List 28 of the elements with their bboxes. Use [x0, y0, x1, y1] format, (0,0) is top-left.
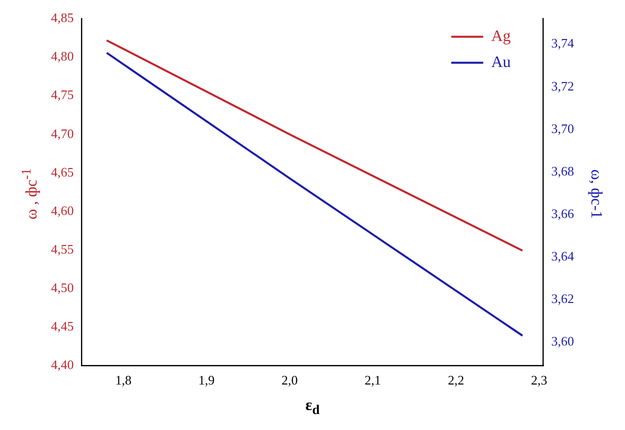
y-tick-label: 4,40	[51, 356, 74, 372]
y-tick-label: 4,85	[51, 10, 74, 26]
y-tick-label: 4,65	[51, 164, 74, 180]
y2-tick-label: 3,68	[551, 163, 574, 178]
y-tick-label: 4,50	[51, 280, 74, 295]
legend-label: Ag	[491, 28, 511, 46]
y2-tick-label: 3,72	[551, 78, 574, 94]
x-tick-label: 1,9	[198, 372, 215, 388]
legend-label: Au	[491, 54, 511, 72]
y2-tick-label: 3,60	[551, 333, 574, 348]
x-tick-label: 1,8	[115, 372, 132, 388]
y-tick-label: 4,75	[51, 87, 74, 102]
y2-tick-label: 3,70	[551, 120, 574, 136]
y2-axis-title: ω, фс-1	[586, 170, 604, 219]
y-tick-label: 4,55	[51, 241, 74, 256]
x-tick-label: 2,0	[282, 372, 298, 388]
y2-tick-label: 3,62	[551, 290, 574, 306]
y-tick-label: 4,80	[51, 48, 74, 64]
x-tick-label: 2,3	[530, 372, 548, 388]
y2-tick-label: 3,66	[551, 206, 574, 221]
x-tick-label: 2,1	[364, 372, 381, 388]
x-tick-label: 2,2	[448, 372, 464, 388]
y2-tick-label: 3,74	[551, 36, 574, 51]
y2-tick-label: 3,64	[551, 248, 574, 264]
y-tick-label: 4,60	[51, 202, 74, 218]
x-axis-title: ε$_{d}$	[305, 396, 320, 418]
y-tick-label: 4,45	[51, 318, 74, 334]
y-tick-label: 4,70	[51, 126, 74, 141]
